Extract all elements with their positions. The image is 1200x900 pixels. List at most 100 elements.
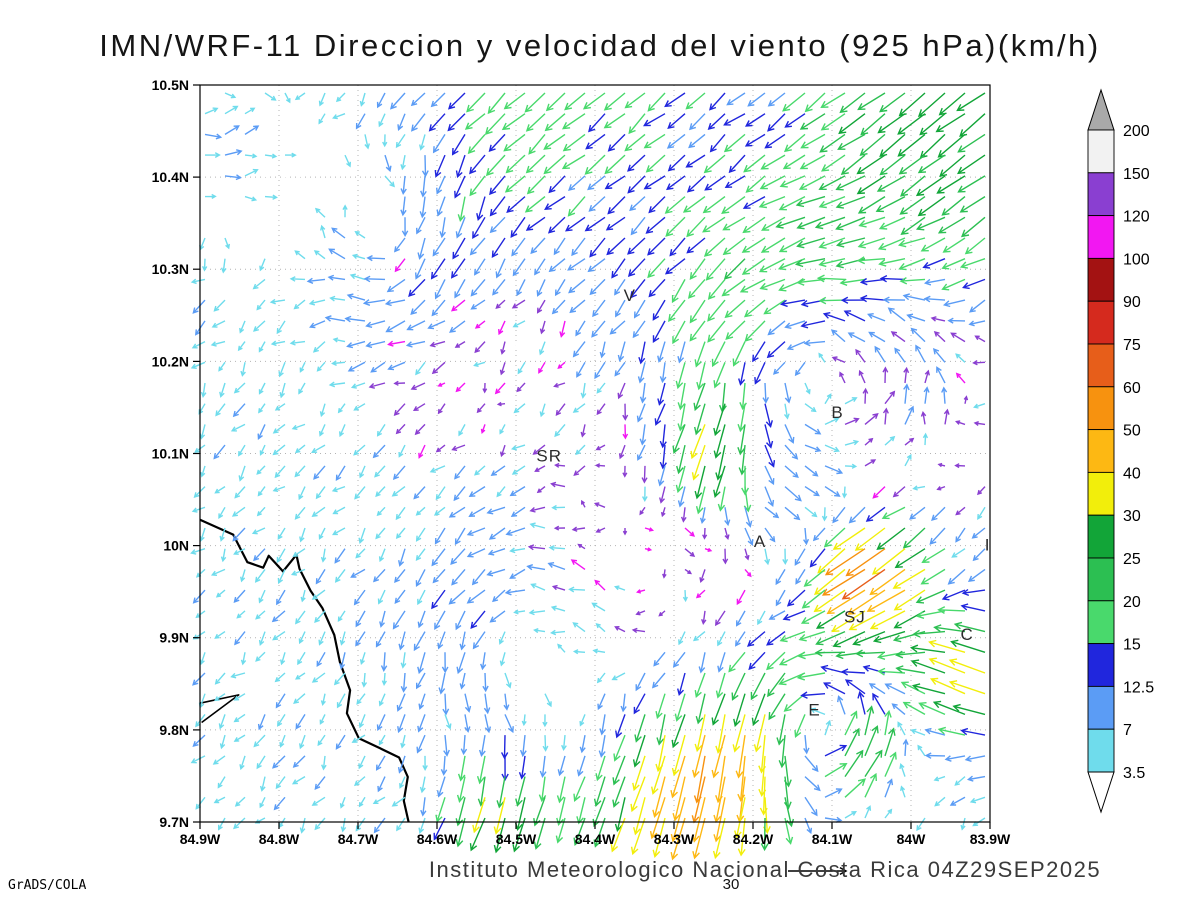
wind-arrow (721, 569, 727, 581)
wind-arrow (844, 810, 857, 819)
wind-arrow (902, 738, 909, 756)
wind-arrow (652, 817, 666, 859)
wind-arrow (319, 714, 326, 725)
wind-arrow (542, 714, 548, 728)
wind-arrow (804, 506, 818, 518)
wind-arrow (473, 361, 486, 367)
wind-arrow (864, 437, 874, 446)
wind-arrow (298, 382, 306, 395)
wind-arrow (633, 299, 646, 319)
wind-arrow (698, 652, 706, 674)
wind-arrow (503, 693, 510, 711)
wind-arrow (784, 486, 802, 502)
wind-arrow (744, 568, 752, 578)
wind-arrow (213, 444, 226, 460)
wind-arrow (921, 548, 946, 564)
colorbar-segment (1087, 300, 1115, 345)
wind-arrow (512, 817, 526, 853)
wind-arrow (677, 486, 686, 508)
wind-arrow (224, 149, 243, 156)
wind-arrow (879, 92, 906, 113)
wind-arrow (656, 714, 666, 746)
wind-arrow (199, 424, 206, 440)
wind-arrow (830, 329, 846, 343)
wind-arrow (431, 589, 446, 610)
wind-arrow (737, 424, 746, 456)
wind-arrow (489, 175, 506, 196)
wind-arrow (662, 548, 668, 558)
wind-arrow (258, 382, 266, 395)
wind-arrow (253, 548, 266, 562)
wind-arrow (319, 424, 326, 437)
wind-arrow (758, 195, 786, 209)
wind-arrow (589, 237, 606, 258)
wind-arrow (386, 278, 406, 293)
wind-arrow (410, 113, 426, 132)
wind-arrow (824, 719, 832, 736)
wind-arrow (715, 610, 726, 627)
wind-arrow (617, 382, 626, 400)
wind-arrow (967, 568, 986, 582)
wind-arrow (564, 693, 573, 702)
wind-arrow (884, 459, 894, 467)
wind-arrow (735, 610, 746, 627)
wind-arrow (496, 776, 506, 809)
wind-arrow (775, 589, 786, 607)
wind-arrow (928, 639, 966, 653)
wind-arrow (256, 299, 266, 311)
wind-arrow (536, 486, 546, 494)
wind-arrow (276, 548, 286, 564)
wind-arrow (844, 749, 864, 777)
wind-arrow (968, 320, 986, 327)
wind-arrow (724, 175, 746, 189)
wind-arrow (392, 610, 406, 630)
wind-arrow (812, 527, 826, 542)
wind-arrow (800, 691, 826, 699)
wind-arrow (274, 255, 286, 261)
wind-arrow (877, 667, 906, 676)
wind-arrow (702, 216, 726, 233)
wind-arrow (766, 631, 786, 646)
wind-arrow (284, 175, 292, 183)
wind-arrow (272, 755, 286, 769)
colorbar-segment (1087, 429, 1115, 473)
wind-arrow (415, 569, 426, 587)
wind-arrow (335, 734, 346, 750)
wind-arrow (234, 796, 246, 807)
wind-arrow (818, 175, 846, 190)
colorbar-segment (1087, 600, 1115, 645)
wind-arrow (533, 628, 546, 634)
wind-arrow (713, 797, 726, 843)
wind-arrow (314, 817, 326, 831)
wind-arrow (721, 196, 746, 214)
wind-arrow (297, 651, 306, 666)
wind-arrow (450, 299, 466, 312)
wind-arrow (257, 486, 266, 497)
wind-arrow (760, 817, 769, 852)
wind-arrow (320, 693, 326, 706)
colorbar-segment (1087, 257, 1115, 302)
wind-arrow (240, 569, 246, 583)
wind-arrow (468, 506, 486, 517)
wind-arrow (431, 548, 446, 567)
wind-arrow (385, 320, 406, 333)
wind-arrow (839, 371, 846, 384)
wind-arrow (612, 755, 626, 786)
wind-arrow (200, 465, 206, 478)
wind-arrow (512, 320, 526, 328)
wind-arrow (418, 817, 426, 834)
wind-arrow (572, 622, 586, 633)
wind-arrow (444, 714, 452, 730)
wind-arrow (284, 196, 293, 204)
wind-arrow (277, 714, 286, 727)
wind-arrow (606, 237, 626, 256)
wind-arrow (365, 340, 386, 349)
wind-arrow (670, 817, 686, 861)
wind-arrow (513, 609, 526, 615)
wind-arrow (977, 506, 986, 520)
wind-arrow (485, 154, 506, 177)
wind-arrow (764, 424, 774, 449)
wind-arrow (469, 237, 486, 256)
wind-arrow (331, 227, 346, 239)
wind-arrow (455, 610, 466, 631)
